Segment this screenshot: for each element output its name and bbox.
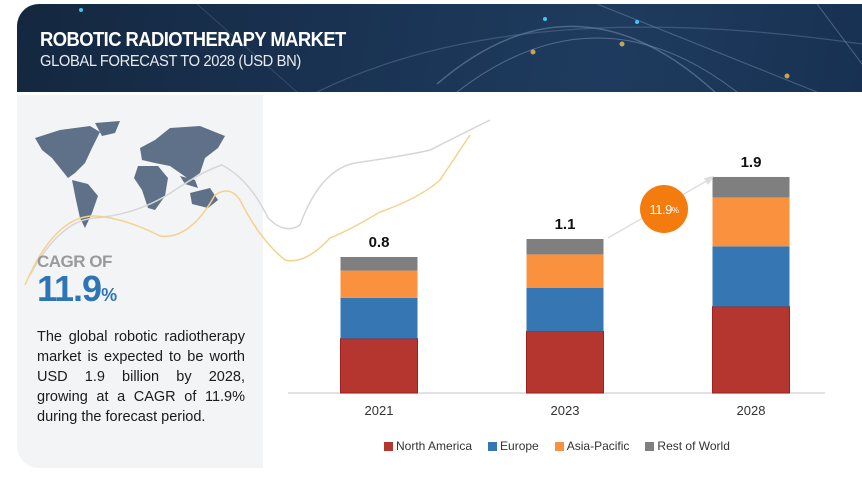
bar-europe-2021	[340, 297, 418, 339]
x-tick-label-2028: 2028	[737, 403, 766, 418]
cagr-label: CAGR OF	[37, 252, 112, 271]
cagr-bubble-value: 11.9	[649, 201, 673, 217]
cagr-unit: %	[101, 285, 117, 305]
bar-asia-pacific-2028	[712, 197, 790, 247]
bar-north-america-2023	[526, 330, 604, 394]
legend-swatch-rest-of-world	[645, 441, 655, 451]
header-banner: ROBOTIC RADIOTHERAPY MARKET GLOBAL FOREC…	[17, 4, 862, 92]
legend-label: North America	[396, 439, 473, 453]
bar-rest-of-world-2021	[340, 257, 418, 271]
total-label-2021: 0.8	[369, 234, 390, 251]
stacked-bar-chart: 0.8 2021 1.1 2023 1.9 2028	[288, 154, 825, 418]
legend-label: Rest of World	[657, 439, 730, 453]
market-description: The global robotic radiotherapy market i…	[37, 329, 245, 425]
world-map-icon	[35, 121, 225, 228]
legend-swatch-asia-pacific	[554, 441, 564, 451]
total-label-2028: 1.9	[741, 154, 762, 171]
bar-asia-pacific-2023	[526, 254, 604, 288]
bars-group: 0.8 2021 1.1 2023 1.9 2028	[340, 154, 790, 418]
cagr-bubble: 11.9%	[640, 185, 688, 233]
x-tick-label-2021: 2021	[365, 403, 394, 418]
header-decoration	[79, 4, 862, 92]
bar-north-america-2021	[340, 338, 418, 394]
chart-title: ROBOTIC RADIOTHERAPY MARKET	[40, 29, 346, 51]
legend-swatch-north-america	[384, 441, 393, 451]
bar-asia-pacific-2021	[340, 270, 418, 298]
cagr-bubble-unit: %	[671, 206, 679, 215]
x-tick-label-2023: 2023	[551, 403, 580, 418]
chart-subtitle: GLOBAL FORECAST TO 2028 (USD BN)	[40, 53, 301, 70]
legend-label: Asia-Pacific	[566, 439, 630, 453]
cagr-value: 11.9%	[37, 268, 117, 310]
growth-arrow-head	[704, 176, 714, 185]
total-label-2023: 1.1	[555, 216, 576, 233]
legend-item-north-america: North America	[384, 439, 472, 453]
legend-item-asia-pacific: Asia-Pacific	[554, 439, 630, 453]
legend-item-rest-of-world: Rest of World	[645, 439, 730, 453]
legend-swatch-europe	[488, 441, 498, 451]
bar-rest-of-world-2023	[526, 239, 604, 255]
chart-legend: North America Europe Asia-Pacific Rest o…	[384, 439, 730, 453]
bar-rest-of-world-2028	[712, 176, 790, 198]
legend-label: Europe	[500, 439, 539, 453]
bar-north-america-2028	[712, 306, 790, 394]
bar-europe-2028	[712, 246, 790, 307]
legend-item-europe: Europe	[488, 439, 539, 453]
cagr-number: 11.9	[37, 268, 102, 309]
bar-europe-2023	[526, 288, 604, 332]
